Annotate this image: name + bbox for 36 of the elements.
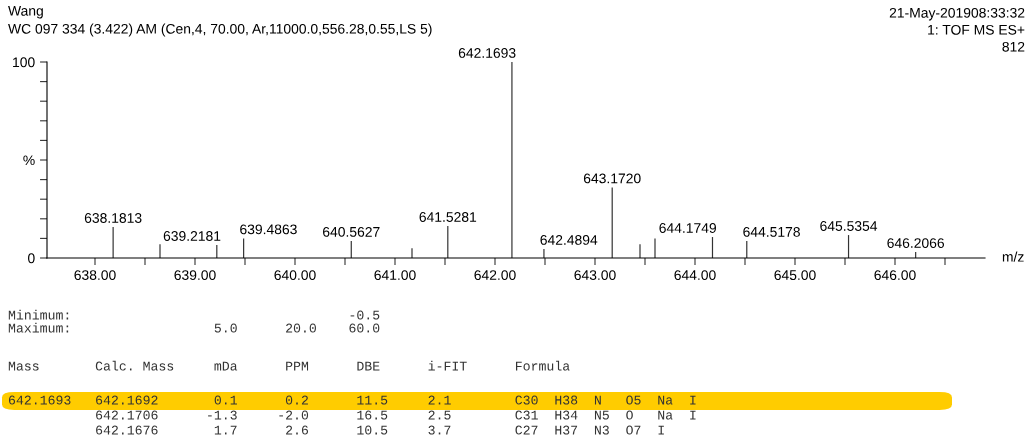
chart-subtitle: WC 097 334 (3.422) AM (Cen,4, 70.00, Ar,11000.0,556.28,0.55,LS 5) bbox=[8, 23, 432, 37]
chart-title: Wang bbox=[8, 6, 43, 19]
annotation: 641.5281 bbox=[419, 212, 477, 222]
annotation: 642.1693 bbox=[458, 48, 516, 58]
annotation: 644.1749 bbox=[659, 223, 716, 233]
annotation: 638.1813 bbox=[84, 213, 142, 223]
y-tick-label: % bbox=[23, 155, 35, 166]
x-tick-label: 646.00 bbox=[874, 270, 916, 281]
annotation: 639.2181 bbox=[163, 231, 221, 241]
x-tick-label: 640.00 bbox=[274, 270, 316, 281]
text: Maximum: 5.0 20.0 60.0 bbox=[8, 322, 380, 333]
x-tick-label: 645.00 bbox=[774, 270, 816, 281]
y-tick-label: 100 bbox=[13, 57, 35, 68]
text: Mass Calc. Mass mDa PPM DBE i-FIT Formula bbox=[8, 360, 570, 371]
annotation: 644.5178 bbox=[743, 226, 800, 237]
annotation: 646.2066 bbox=[887, 238, 945, 248]
x-tick-label: 639.00 bbox=[174, 270, 216, 281]
x-tick-label: 642.00 bbox=[474, 270, 516, 281]
text: 642.1693 642.1692 0.1 0.2 11.5 2.1 C30 H38 N O5 Na I bbox=[8, 395, 696, 405]
annotation: 642.4894 bbox=[540, 235, 598, 245]
text: 642.1706 -1.3 -2.0 16.5 2.5 C31 H34 N5 O Na I bbox=[96, 410, 696, 420]
text: 1: TOF MS ES+ bbox=[928, 24, 1025, 35]
text: 642.1676 1.7 2.6 10.5 3.7 C27 H37 N3 O7 I bbox=[96, 425, 664, 435]
x-tick-label: 643.00 bbox=[574, 270, 616, 281]
text: 812 bbox=[1002, 41, 1025, 52]
annotation: 645.5354 bbox=[820, 221, 878, 231]
text: Minimum: -0.5 bbox=[8, 309, 380, 320]
annotation: 639.4863 bbox=[240, 224, 297, 235]
x-tick-label: 644.00 bbox=[674, 270, 716, 281]
x-tick-label: 638.00 bbox=[74, 270, 116, 281]
x-axis-title: m/z bbox=[1002, 251, 1024, 262]
text: 21-May-201908:33:32 bbox=[889, 7, 1025, 21]
y-tick-label: 0 bbox=[28, 253, 35, 264]
x-tick-label: 641.00 bbox=[374, 270, 416, 281]
annotation: 640.5627 bbox=[323, 226, 380, 237]
annotation: 643.1720 bbox=[583, 173, 641, 184]
